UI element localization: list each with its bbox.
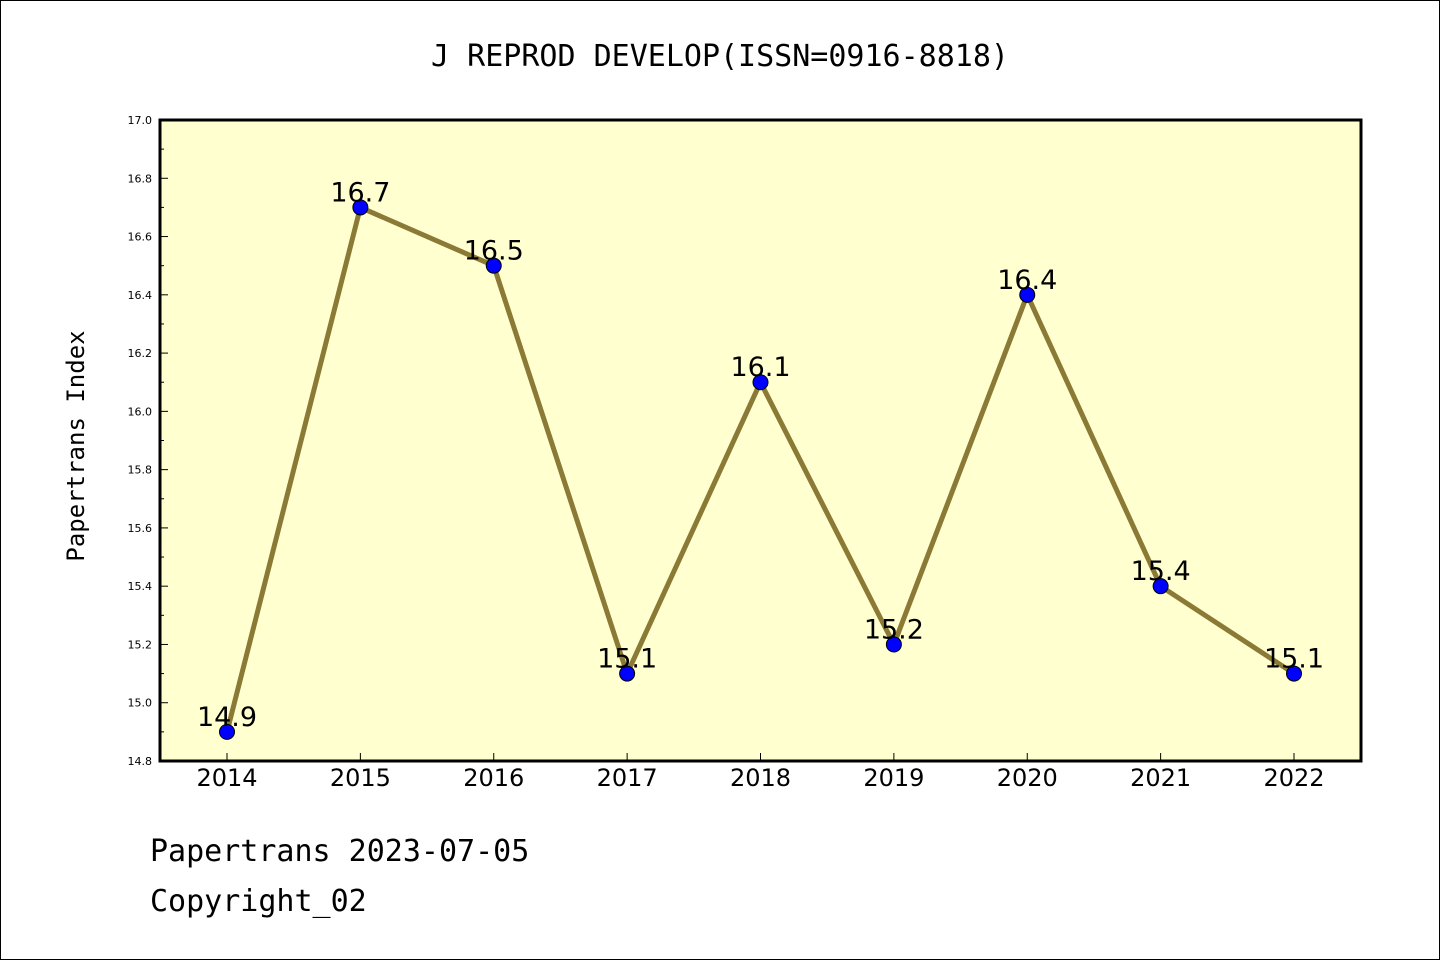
x-axis: 2014 2015 2016 2017 2018 2019 2020 2021 2022 (196, 753, 1325, 792)
footer-copyright: Copyright_02 (150, 884, 367, 919)
data-label: 16.5 (464, 236, 524, 267)
x-tick-label: 2022 (1263, 764, 1324, 792)
plot-border (158, 118, 1363, 763)
data-point (352, 199, 369, 216)
data-point (885, 636, 902, 653)
y-tick-label: 15.2 (128, 638, 153, 651)
data-point (1019, 286, 1036, 303)
y-tick-label: 17.0 (128, 114, 153, 127)
y-tick-label: 16.4 (128, 289, 153, 302)
y-tick-label: 16.2 (128, 347, 153, 360)
data-point (485, 257, 502, 274)
x-tick-label: 2014 (196, 764, 257, 792)
data-label: 15.1 (597, 644, 657, 675)
y-tick-label: 15.6 (128, 522, 153, 535)
y-tick-label: 16.8 (128, 172, 153, 185)
x-tick-label: 2015 (330, 764, 391, 792)
y-tick-label: 15.0 (128, 697, 153, 710)
y-tick-label: 14.8 (128, 755, 153, 768)
series-markers (219, 199, 1302, 740)
data-label: 15.2 (864, 614, 924, 645)
data-label: 16.4 (997, 265, 1057, 296)
plot-area (160, 120, 1361, 761)
data-point (752, 374, 769, 391)
x-tick-label: 2017 (597, 764, 658, 792)
footer-date: Papertrans 2023-07-05 (150, 834, 530, 869)
data-point (219, 723, 235, 740)
y-tick-label: 15.8 (128, 464, 153, 477)
x-tick-label: 2018 (730, 764, 791, 792)
y-axis-label: Papertrans Index (62, 330, 90, 561)
data-label: 15.1 (1264, 644, 1324, 675)
y-tick-label: 16.6 (128, 231, 153, 244)
data-label: 15.4 (1131, 556, 1191, 587)
x-tick-label: 2016 (463, 764, 524, 792)
data-point (619, 665, 636, 682)
x-tick-label: 2021 (1130, 764, 1191, 792)
data-point (1286, 665, 1302, 682)
y-tick-label: 16.0 (128, 405, 153, 418)
data-point (1152, 578, 1169, 595)
data-label: 16.7 (330, 177, 390, 208)
data-label: 14.9 (197, 702, 257, 733)
data-labels: 14.9 16.7 16.5 15.1 16.1 15.2 16.4 15.4 15.1 (197, 177, 1324, 732)
y-tick-label: 15.4 (128, 580, 153, 593)
chart-title: J REPROD DEVELOP(ISSN=0916-8818) (431, 39, 1009, 74)
x-tick-label: 2020 (997, 764, 1058, 792)
data-label: 16.1 (730, 352, 790, 383)
x-tick-label: 2019 (863, 764, 924, 792)
